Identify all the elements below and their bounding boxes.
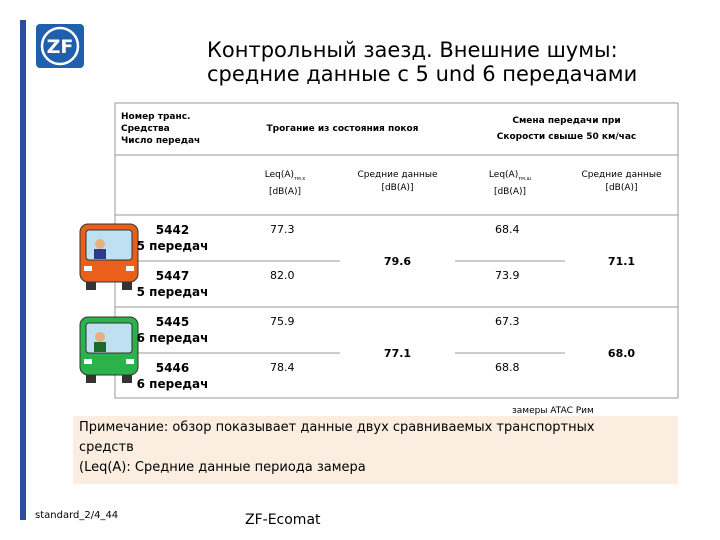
note-line: Примечание: обзор показывает данные двух… [79, 420, 595, 435]
subhead-cell: Leq(A)тм.х [dB(A)] [230, 155, 340, 215]
head-text: Смена передачи при [512, 116, 621, 126]
head-cell: Трогание из состояния покоя [230, 103, 455, 155]
subhead-cell: Средние данные [dB(A)] [340, 155, 455, 215]
value-cell: 75.9 [270, 315, 295, 328]
subhead-name: Leq(A) [264, 170, 295, 180]
subhead-unit: [dB(A)] [381, 183, 414, 193]
head-cell: Смена передачи при Скорости свыше 50 км/… [455, 103, 678, 155]
row-gears: 6 передач [136, 331, 209, 345]
subhead-sub: тм.ш [518, 175, 532, 182]
footer-product: ZF-Ecomat [245, 512, 321, 528]
value-cell: 77.3 [270, 223, 295, 236]
average-cell: 79.6 [383, 254, 412, 268]
subhead-unit: [dB(A)] [605, 183, 638, 193]
note-line: средств [79, 440, 134, 455]
value-cell: 67.3 [495, 315, 520, 328]
logo-box [36, 24, 84, 68]
note: Примечание: обзор показывает данные двух… [73, 416, 678, 484]
head-text: Скорости свыше 50 км/час [496, 132, 637, 142]
row-label: 5445 6 передач [115, 307, 230, 353]
subhead-name: Средние данные [357, 170, 438, 180]
logo-ring [40, 26, 80, 66]
value-cell: 82.0 [270, 269, 295, 282]
logo-text: ZF [47, 36, 74, 58]
subhead-name: Leq(A) [488, 170, 519, 180]
side-bar [20, 20, 26, 520]
subhead-cell: Leq(A)тм.ш [dB(A)] [455, 155, 565, 215]
value-cell: 68.4 [495, 223, 520, 236]
subhead-line: Leq(A)тм.х [265, 169, 306, 186]
bus-green [79, 316, 139, 383]
subhead-unit: [dB(A)] [268, 186, 302, 197]
value-cell: 68.8 [495, 361, 520, 374]
bus-orange [79, 223, 139, 290]
subhead-line: Средние данные [581, 169, 661, 182]
title: Контрольный заезд. Внешние шумы: [207, 38, 618, 62]
subhead-line: Leq(A)тм.ш [489, 169, 531, 186]
source: замеры ATAC Рим [512, 406, 594, 416]
subhead-line: Средние данные [357, 169, 437, 182]
subhead-sub: тм.х [294, 175, 306, 182]
head-text: Номер транс. [121, 112, 191, 122]
subhead-cell: Средние данные [dB(A)] [565, 155, 678, 215]
value-cell: 73.9 [495, 269, 520, 282]
average-cell: 68.0 [607, 346, 636, 360]
row-id: 5445 [155, 315, 190, 329]
footer-code: standard_2/4_44 [35, 510, 119, 521]
average-cell: 71.1 [607, 254, 636, 268]
row-label: 5442 5 передач [115, 215, 230, 261]
row-id: 5446 [155, 361, 190, 375]
row-id: 5447 [155, 269, 190, 283]
row-gears: 5 передач [136, 285, 209, 299]
subhead-name: Средние данные [581, 170, 662, 180]
note-line: (Leq(A): Средние данные периода замера [79, 460, 366, 475]
head-text: Трогание из состояния покоя [266, 123, 419, 134]
row-gears: 5 передач [136, 239, 209, 253]
head-cell: Номер транс. Средства Число передач [121, 103, 231, 155]
row-id: 5442 [155, 223, 190, 237]
head-text: Средства [121, 124, 170, 134]
row-label: 5447 5 передач [115, 261, 230, 307]
average-cell: 77.1 [383, 346, 412, 360]
subhead-unit: [dB(A)] [493, 186, 527, 197]
head-text: Число передач [121, 136, 201, 146]
row-gears: 6 передач [136, 377, 209, 391]
title: средние данные с 5 und 6 передачами [207, 62, 638, 86]
row-label: 5446 6 передач [115, 353, 230, 399]
value-cell: 78.4 [270, 361, 295, 374]
